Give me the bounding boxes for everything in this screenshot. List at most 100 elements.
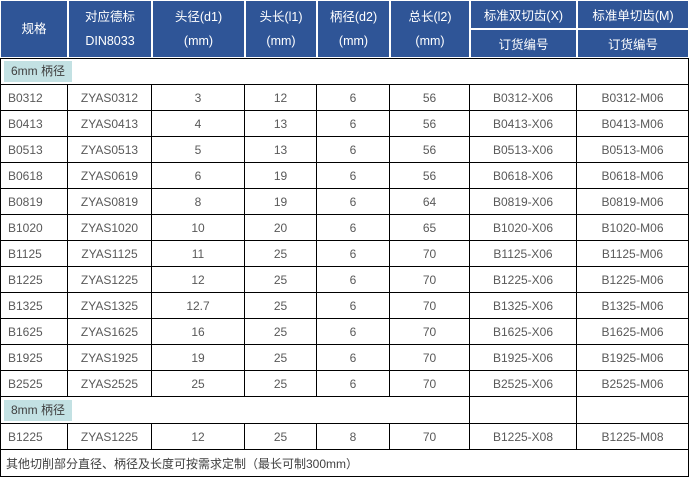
total-length-cell: 56 <box>390 163 470 189</box>
head-diameter-cell: 4 <box>152 111 245 137</box>
order-code-m-cell: B1625-M06 <box>577 319 689 345</box>
head-diameter-cell: 16 <box>152 319 245 345</box>
table-body: 6mm 柄径 B0312 ZYAS0312 3 12 6 56 B0312-X06 B0312-… <box>0 58 689 450</box>
head-length-cell: 25 <box>245 267 317 293</box>
shank-diameter-cell: 6 <box>317 215 390 241</box>
spec-cell: B1925 <box>0 345 68 371</box>
order-code-m-cell: B1925-M06 <box>577 345 689 371</box>
col-header-head-diameter: 头径(d1) (mm) <box>152 0 245 58</box>
table-row: B2525 ZYAS2525 25 25 6 70 B2525-X06 B2525-M06 <box>0 371 689 397</box>
table-row: B1325 ZYAS1325 12.7 25 6 70 B1325-X06 B1325-M06 <box>0 293 689 319</box>
section-cell: 6mm 柄径 <box>0 58 689 85</box>
spec-cell: B0513 <box>0 137 68 163</box>
spec-cell: B1325 <box>0 293 68 319</box>
table-row: B0413 ZYAS0413 4 13 6 56 B0413-X06 B0413-M06 <box>0 111 689 137</box>
spec-cell: B1625 <box>0 319 68 345</box>
spec-cell: B0618 <box>0 163 68 189</box>
shank-diameter-cell: 6 <box>317 267 390 293</box>
head-diameter-cell: 12 <box>152 424 245 450</box>
spec-cell: B1225 <box>0 267 68 293</box>
total-length-cell: 64 <box>390 189 470 215</box>
din-standard-cell: ZYAS1625 <box>68 319 152 345</box>
head-diameter-cell: 6 <box>152 163 245 189</box>
total-length-cell: 56 <box>390 137 470 163</box>
order-code-x-cell: B1225-X08 <box>470 424 577 450</box>
table-row: B1625 ZYAS1625 16 25 6 70 B1625-X06 B1625-M06 <box>0 319 689 345</box>
total-length-cell: 65 <box>390 215 470 241</box>
total-length-cell: 70 <box>390 345 470 371</box>
col-header-spec: 规格 <box>0 0 68 58</box>
din-standard-cell: ZYAS0312 <box>68 85 152 111</box>
section-empty-cell <box>577 397 689 424</box>
order-code-x-cell: B2525-X06 <box>470 371 577 397</box>
table-row: B1225 ZYAS1225 12 25 6 70 B1225-X06 B1225-M06 <box>0 267 689 293</box>
din-standard-cell: ZYAS1225 <box>68 424 152 450</box>
spec-cell: B1020 <box>0 215 68 241</box>
order-code-m-cell: B2525-M06 <box>577 371 689 397</box>
spec-cell: B0819 <box>0 189 68 215</box>
din-standard-cell: ZYAS1125 <box>68 241 152 267</box>
head-diameter-cell: 25 <box>152 371 245 397</box>
col-header-head-length: 头长(l1) (mm) <box>245 0 317 58</box>
footnote: 其他切削部分直径、柄径及长度可按需求定制（最长可制300mm） <box>0 450 689 477</box>
section-label: 8mm 柄径 <box>4 399 73 421</box>
head-length-cell: 25 <box>245 345 317 371</box>
section-row: 6mm 柄径 <box>0 58 689 85</box>
din-standard-cell: ZYAS1020 <box>68 215 152 241</box>
table-footer: 其他切削部分直径、柄径及长度可按需求定制（最长可制300mm） <box>0 450 689 477</box>
shank-diameter-cell: 6 <box>317 85 390 111</box>
col-header-total-length: 总长(l2) (mm) <box>390 0 470 58</box>
head-diameter-cell: 10 <box>152 215 245 241</box>
col-header-label: 头长(l1) <box>259 10 303 24</box>
table-header: 规格 对应德标 DIN8033 头径(d1) (mm) 头长(l1) (mm) … <box>0 0 689 58</box>
table-row: B0819 ZYAS0819 8 19 6 64 B0819-X06 B0819-M06 <box>0 189 689 215</box>
order-code-m-cell: B1125-M06 <box>577 241 689 267</box>
order-code-m-cell: B1225-M08 <box>577 424 689 450</box>
total-length-cell: 56 <box>390 111 470 137</box>
shank-diameter-cell: 6 <box>317 111 390 137</box>
table-row: B1225 ZYAS1225 12 25 8 70 B1225-X08 B1225-M08 <box>0 424 689 450</box>
shank-diameter-cell: 6 <box>317 345 390 371</box>
head-length-cell: 20 <box>245 215 317 241</box>
shank-diameter-cell: 6 <box>317 163 390 189</box>
head-length-cell: 25 <box>245 424 317 450</box>
col-header-order-code-m: 订货编号 <box>577 29 689 58</box>
order-code-m-cell: B1225-M06 <box>577 267 689 293</box>
shank-diameter-cell: 6 <box>317 241 390 267</box>
col-header-double-cut: 标准双切齿(X) <box>470 0 577 29</box>
table-row: B1925 ZYAS1925 19 25 6 70 B1925-X06 B1925-M06 <box>0 345 689 371</box>
head-length-cell: 19 <box>245 189 317 215</box>
table-row: B1125 ZYAS1125 11 25 6 70 B1125-X06 B1125-M06 <box>0 241 689 267</box>
col-header-order-code-x: 订货编号 <box>470 29 577 58</box>
total-length-cell: 70 <box>390 371 470 397</box>
head-length-cell: 13 <box>245 111 317 137</box>
total-length-cell: 70 <box>390 293 470 319</box>
order-code-m-cell: B0312-M06 <box>577 85 689 111</box>
spec-cell: B0413 <box>0 111 68 137</box>
din-standard-cell: ZYAS1925 <box>68 345 152 371</box>
din-standard-cell: ZYAS0819 <box>68 189 152 215</box>
din-standard-cell: ZYAS0619 <box>68 163 152 189</box>
head-diameter-cell: 12 <box>152 267 245 293</box>
order-code-x-cell: B1325-X06 <box>470 293 577 319</box>
col-header-label: 头径(d1) <box>174 10 223 24</box>
total-length-cell: 70 <box>390 319 470 345</box>
table-row: B0513 ZYAS0513 5 13 6 56 B0513-X06 B0513-M06 <box>0 137 689 163</box>
head-diameter-cell: 3 <box>152 85 245 111</box>
order-code-x-cell: B0618-X06 <box>470 163 577 189</box>
col-header-label: 总长(l2) <box>408 10 452 24</box>
col-header-din-standard: 对应德标 DIN8033 <box>68 0 152 58</box>
footer-row: 其他切削部分直径、柄径及长度可按需求定制（最长可制300mm） <box>0 450 689 477</box>
shank-diameter-cell: 6 <box>317 319 390 345</box>
order-code-x-cell: B0413-X06 <box>470 111 577 137</box>
col-header-label: 柄径(d2) <box>329 10 378 24</box>
shank-diameter-cell: 6 <box>317 371 390 397</box>
head-diameter-cell: 19 <box>152 345 245 371</box>
din-standard-cell: ZYAS0513 <box>68 137 152 163</box>
head-length-cell: 25 <box>245 241 317 267</box>
order-code-x-cell: B1225-X06 <box>470 267 577 293</box>
din-standard-cell: ZYAS1225 <box>68 267 152 293</box>
total-length-cell: 56 <box>390 85 470 111</box>
table-row: B1020 ZYAS1020 10 20 6 65 B1020-X06 B1020-M06 <box>0 215 689 241</box>
